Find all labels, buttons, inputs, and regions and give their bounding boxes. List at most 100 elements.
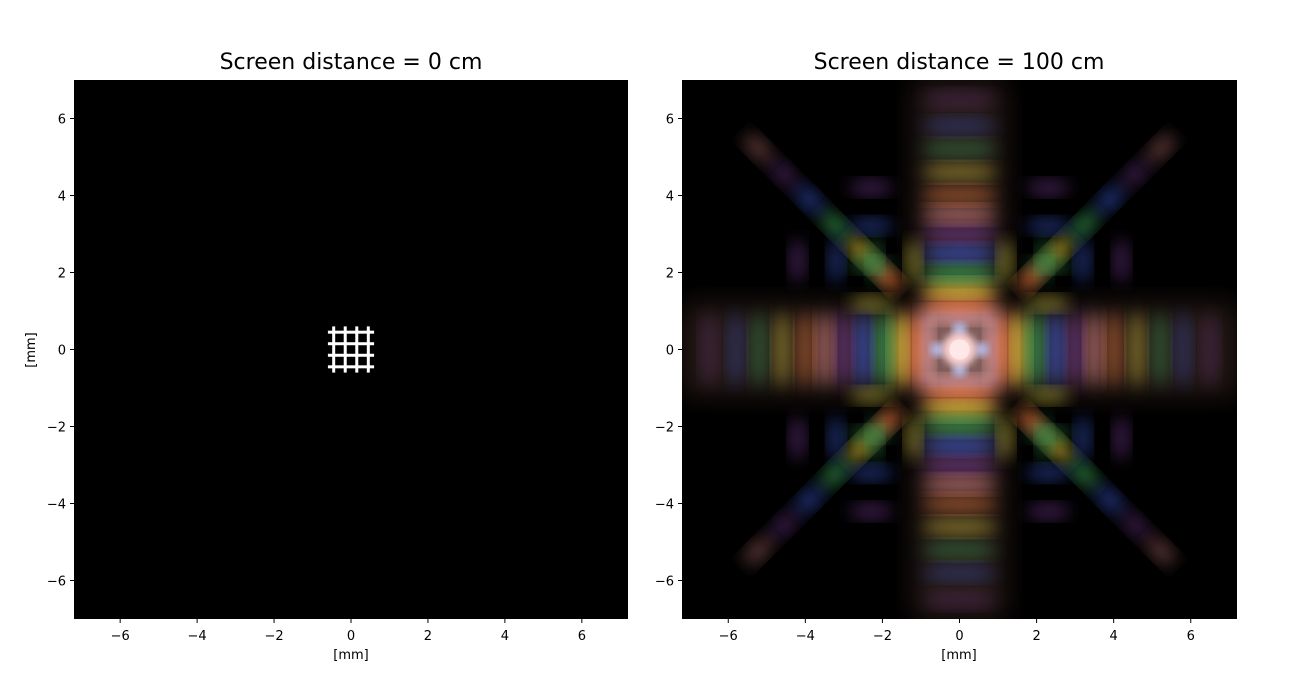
side-lobe: [1026, 256, 1071, 273]
fringe-band-vertical: [921, 116, 998, 135]
fringe-band-horizontal: [1046, 311, 1065, 388]
left-plot-background: [74, 80, 628, 619]
fringe-band-horizontal: [1150, 311, 1169, 388]
side-lobe: [997, 416, 1014, 461]
diagonal-lobe: [820, 210, 850, 240]
side-lobe: [848, 256, 893, 273]
aperture-horizontal-bar: [327, 353, 375, 357]
right-x-tick-label: 6: [1187, 629, 1195, 644]
diagonal-lobe: [769, 159, 799, 189]
side-lobe: [905, 238, 922, 283]
aperture-vertical-bar: [343, 326, 347, 373]
side-lobe: [848, 387, 893, 404]
left-y-tick-label: 4: [58, 190, 66, 205]
left-y-tick-label: 6: [58, 113, 66, 128]
right-y-tick-label: 4: [666, 190, 674, 205]
central-blue-lobe: [974, 342, 989, 357]
aperture-vertical-bar: [355, 326, 359, 373]
left-y-tick-label: −4: [47, 498, 66, 513]
fringe-band-horizontal: [773, 311, 792, 388]
side-lobe: [848, 218, 893, 235]
left-aperture-grid: [327, 326, 375, 373]
fringe-band-vertical: [921, 402, 998, 421]
left-y-tick-label: 2: [58, 267, 66, 282]
diagonal-lobe: [1120, 159, 1150, 189]
fringe-band-vertical: [921, 263, 998, 282]
diagonal-lobe: [794, 184, 824, 214]
fringe-band-horizontal: [834, 311, 853, 388]
fringe-band-horizontal: [1085, 311, 1104, 388]
left-y-axis-label: [mm]: [24, 332, 39, 367]
aperture-vertical-bar: [332, 326, 336, 373]
left-y-tick-label: −6: [47, 575, 66, 590]
side-lobe: [905, 416, 922, 461]
right-y-tick-label: 6: [666, 113, 674, 128]
left-x-axis-label: [mm]: [333, 648, 368, 663]
side-lobe: [848, 295, 893, 312]
right-x-axis-label: [mm]: [941, 648, 976, 663]
side-lobe: [1026, 503, 1071, 520]
fringe-band-horizontal: [1174, 311, 1193, 388]
right-x-tick-label: −6: [719, 629, 738, 644]
left-x-tick-label: −2: [264, 629, 283, 644]
fringe-band-horizontal: [1027, 311, 1046, 388]
side-lobe: [1074, 416, 1091, 461]
side-lobe: [1113, 416, 1130, 461]
side-lobe: [1113, 238, 1130, 283]
left-x-tick-label: −6: [111, 629, 130, 644]
fringe-band-horizontal: [1012, 311, 1031, 388]
diagonal-lobe: [743, 133, 773, 163]
fringe-band-vertical: [921, 89, 998, 108]
right-y-tick-label: −4: [655, 498, 674, 513]
left-x-tick-label: 2: [424, 629, 432, 644]
right-x-tick-label: 0: [955, 629, 963, 644]
right-x-ticks: −6 −4 −2 0 2 4 6: [719, 619, 1195, 644]
fringe-band-vertical: [921, 517, 998, 536]
diagonal-lobe: [1120, 510, 1150, 540]
fringe-band-horizontal: [1066, 311, 1085, 388]
diagonal-lobe: [743, 536, 773, 566]
fringe-band-vertical: [921, 456, 998, 475]
side-lobe: [1026, 426, 1071, 443]
left-x-ticks: −6 −4 −2 0 2 4 6: [111, 619, 586, 644]
fringe-band-horizontal: [699, 311, 718, 388]
side-lobe: [1026, 464, 1071, 481]
left-y-tick-label: −2: [47, 421, 66, 436]
diagonal-lobe: [1146, 133, 1176, 163]
fringe-band-vertical: [921, 205, 998, 224]
right-panel: Screen distance = 100 cm −6 −4 −2 0 2 4 6 −6 −4…: [655, 50, 1237, 663]
side-lobe: [789, 416, 806, 461]
fringe-band-vertical: [921, 494, 998, 513]
side-lobe: [1026, 218, 1071, 235]
fringe-band-horizontal: [815, 311, 834, 388]
right-x-tick-label: 4: [1110, 629, 1118, 644]
left-panel: Screen distance = 0 cm −6 −4 −2 0 2 4 6 −6 −4 −2…: [24, 50, 628, 663]
right-x-tick-label: 2: [1032, 629, 1040, 644]
right-y-ticks: −6 −4 −2 0 2 4 6: [655, 113, 682, 590]
fringe-band-horizontal: [854, 311, 873, 388]
diagonal-lobe: [794, 485, 824, 515]
left-title: Screen distance = 0 cm: [220, 50, 483, 75]
diagonal-lobe: [1146, 536, 1176, 566]
fringe-band-vertical: [921, 224, 998, 243]
side-lobe: [848, 179, 893, 196]
side-lobe: [997, 238, 1014, 283]
side-lobe: [828, 238, 845, 283]
right-x-tick-label: −2: [873, 629, 892, 644]
left-y-tick-label: 0: [58, 344, 66, 359]
left-x-tick-label: −4: [188, 629, 207, 644]
fringe-band-horizontal: [1127, 311, 1146, 388]
fringe-band-vertical: [921, 278, 998, 297]
fringe-band-vertical: [921, 292, 998, 311]
diagonal-lobe: [1095, 184, 1125, 214]
side-lobe: [1026, 179, 1071, 196]
aperture-horizontal-bar: [327, 342, 375, 346]
fringe-band-vertical: [921, 186, 998, 205]
right-title: Screen distance = 100 cm: [814, 50, 1105, 75]
side-lobe: [848, 464, 893, 481]
side-lobe: [848, 503, 893, 520]
left-x-tick-label: 0: [347, 629, 355, 644]
aperture-vertical-bar: [366, 326, 370, 373]
side-lobe: [1074, 238, 1091, 283]
